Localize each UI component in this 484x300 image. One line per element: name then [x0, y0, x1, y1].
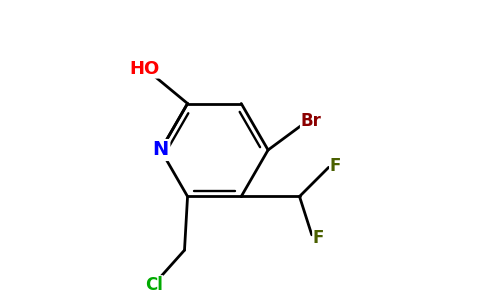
Text: Br: Br: [301, 112, 321, 130]
Text: F: F: [330, 157, 341, 175]
Text: F: F: [313, 229, 324, 247]
Text: Cl: Cl: [145, 276, 163, 294]
Text: N: N: [152, 140, 169, 160]
Text: HO: HO: [130, 60, 160, 78]
